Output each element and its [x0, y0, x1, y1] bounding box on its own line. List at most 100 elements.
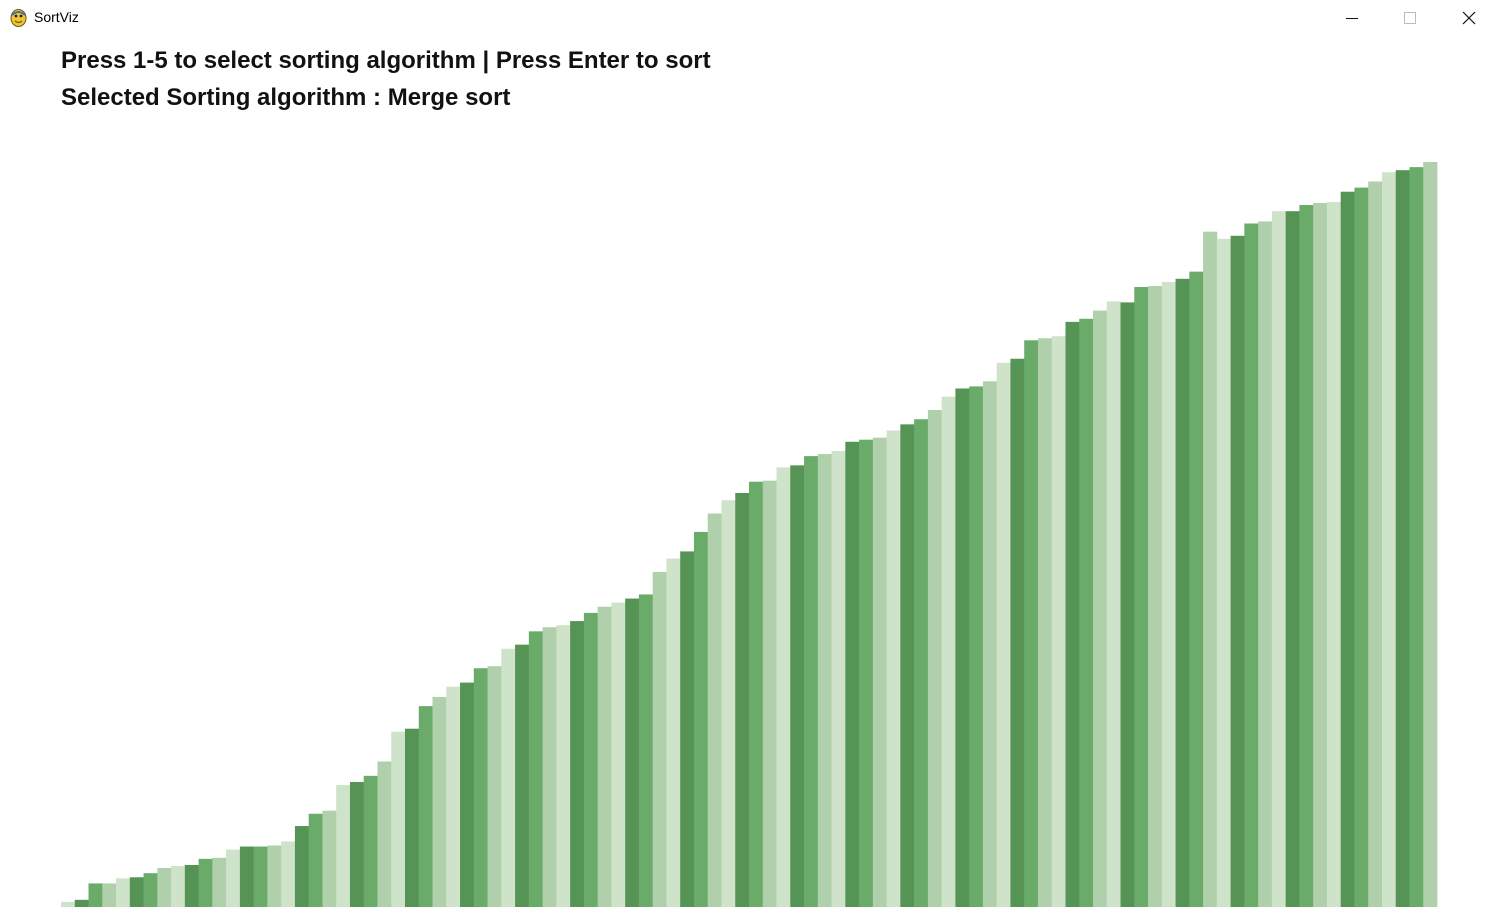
sort-bar-5	[129, 877, 144, 907]
sort-bar-40	[611, 602, 626, 907]
sort-bar-75	[1093, 310, 1108, 907]
close-button[interactable]	[1440, 0, 1497, 35]
sort-bar-13	[239, 846, 255, 907]
sort-bar-64	[941, 396, 956, 907]
sort-bar-49	[735, 493, 750, 907]
sort-bar-34	[528, 631, 543, 907]
sort-bar-2	[88, 883, 103, 907]
sort-bar-35	[542, 627, 557, 907]
minimize-icon	[1346, 17, 1358, 19]
sort-bar-16	[281, 841, 296, 907]
sort-bar-96	[1381, 172, 1397, 907]
sort-bar-79	[1148, 286, 1163, 907]
instructions-text: Press 1-5 to select sorting algorithm | …	[61, 47, 711, 74]
sort-bar-0	[61, 901, 76, 907]
sort-bar-19	[322, 810, 337, 907]
sort-bar-59	[872, 437, 887, 907]
sort-bar-21	[349, 781, 365, 907]
sort-bar-32	[501, 648, 516, 907]
sort-bar-47	[707, 513, 722, 907]
sort-bar-48	[721, 500, 736, 907]
sort-bar-95	[1368, 181, 1383, 907]
close-icon	[1462, 11, 1476, 24]
sort-bar-76	[1106, 301, 1121, 907]
sort-bar-18	[308, 813, 323, 907]
sort-bar-61	[900, 424, 915, 907]
sort-bar-9	[184, 864, 199, 907]
sort-bar-87	[1258, 221, 1273, 907]
sort-bar-11	[212, 857, 227, 907]
sort-bar-4	[116, 878, 131, 907]
sort-bar-52	[776, 467, 791, 907]
sort-bar-17	[294, 826, 310, 907]
sort-bar-57	[845, 441, 860, 907]
sort-bar-6	[143, 873, 158, 907]
sort-bar-29	[460, 682, 475, 907]
sort-bar-72	[1051, 336, 1066, 907]
sort-bar-83	[1203, 231, 1218, 907]
sort-bar-7	[157, 868, 172, 907]
sort-bar-8	[171, 866, 186, 907]
sort-bar-82	[1189, 271, 1204, 907]
sort-bar-69	[1010, 358, 1025, 907]
title-bar: SortViz	[0, 0, 1497, 35]
minimize-button[interactable]	[1323, 0, 1381, 35]
sort-bar-54	[804, 456, 819, 907]
sort-bar-15	[267, 845, 282, 907]
sort-bar-66	[969, 386, 984, 907]
sort-bar-10	[198, 858, 213, 907]
sort-bar-81	[1175, 278, 1190, 907]
sort-bar-39	[597, 606, 612, 907]
sort-bar-73	[1065, 321, 1080, 907]
sort-bar-65	[955, 388, 970, 907]
sort-bar-74	[1079, 318, 1094, 907]
sort-bar-88	[1271, 211, 1287, 907]
sort-bar-78	[1134, 287, 1149, 907]
sort-bar-99	[1423, 162, 1438, 907]
sort-bar-93	[1340, 191, 1355, 907]
sort-bar-23	[377, 761, 392, 907]
sort-bar-98	[1409, 167, 1424, 907]
sort-bar-12	[226, 849, 241, 907]
sort-bar-24	[391, 731, 406, 907]
sort-bar-90	[1299, 205, 1314, 907]
sort-bar-38	[583, 612, 599, 907]
sort-bar-70	[1024, 340, 1039, 907]
sort-bar-60	[886, 430, 901, 907]
sort-bar-37	[570, 621, 585, 907]
sort-bar-26	[418, 706, 433, 907]
sort-bar-58	[859, 439, 874, 907]
window-title: SortViz	[34, 9, 79, 25]
sort-bar-67	[982, 381, 998, 907]
sort-bar-53	[790, 465, 805, 907]
sort-bar-27	[432, 696, 447, 907]
sort-bar-84	[1216, 238, 1231, 907]
sort-bar-46	[693, 531, 709, 907]
sort-bar-50	[749, 481, 764, 907]
sort-bar-62	[914, 419, 929, 907]
maximize-button[interactable]	[1381, 0, 1439, 35]
sort-bar-44	[666, 558, 681, 907]
sort-bar-36	[556, 625, 571, 907]
sort-bar-68	[996, 362, 1011, 907]
sort-bar-42	[638, 594, 654, 907]
sort-bar-43	[652, 571, 667, 907]
sort-bar-86	[1244, 223, 1259, 907]
sort-bar-3	[102, 883, 117, 907]
sort-bar-31	[487, 666, 502, 907]
selected-algorithm-text: Selected Sorting algorithm : Merge sort	[61, 84, 511, 111]
sort-bar-51	[762, 480, 777, 907]
sort-bar-28	[446, 686, 461, 907]
sort-bar-80	[1161, 281, 1176, 907]
sort-bar-89	[1285, 211, 1300, 907]
sort-bar-92	[1326, 201, 1342, 907]
sort-bar-91	[1313, 202, 1328, 907]
sort-bar-14	[253, 846, 268, 907]
sort-bar-56	[831, 450, 846, 907]
sort-bar-20	[336, 785, 351, 907]
sort-bar-94	[1354, 187, 1369, 907]
sort-bar-25	[405, 728, 420, 907]
sort-bar-63	[927, 409, 943, 907]
maximize-icon	[1404, 11, 1416, 24]
